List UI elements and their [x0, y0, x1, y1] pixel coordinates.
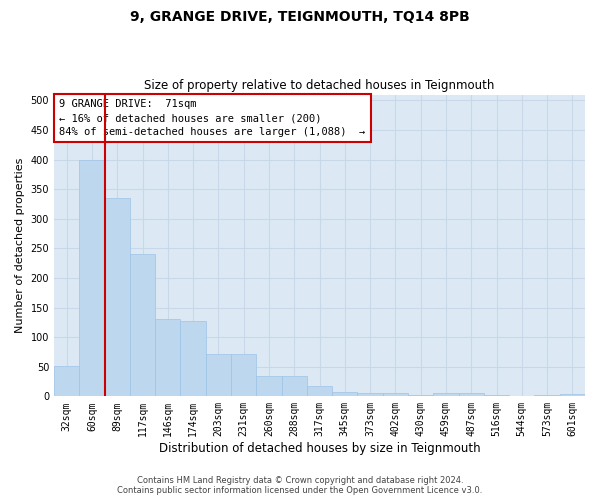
Text: Contains HM Land Registry data © Crown copyright and database right 2024.
Contai: Contains HM Land Registry data © Crown c…	[118, 476, 482, 495]
X-axis label: Distribution of detached houses by size in Teignmouth: Distribution of detached houses by size …	[159, 442, 481, 455]
Bar	[79, 160, 104, 396]
Bar	[307, 386, 332, 396]
Y-axis label: Number of detached properties: Number of detached properties	[15, 158, 25, 333]
Title: Size of property relative to detached houses in Teignmouth: Size of property relative to detached ho…	[145, 79, 495, 92]
Bar	[358, 394, 383, 396]
Bar	[181, 320, 206, 396]
Bar	[130, 254, 155, 396]
Bar	[104, 198, 130, 396]
Bar	[155, 320, 181, 396]
Bar	[231, 354, 256, 397]
Bar	[281, 376, 307, 396]
Bar	[484, 395, 509, 396]
Bar	[535, 395, 560, 396]
Bar	[458, 394, 484, 396]
Bar	[433, 394, 458, 396]
Bar	[54, 366, 79, 396]
Text: 9, GRANGE DRIVE, TEIGNMOUTH, TQ14 8PB: 9, GRANGE DRIVE, TEIGNMOUTH, TQ14 8PB	[130, 10, 470, 24]
Bar	[256, 376, 281, 396]
Bar	[383, 394, 408, 396]
Bar	[560, 394, 585, 396]
Text: 9 GRANGE DRIVE:  71sqm
← 16% of detached houses are smaller (200)
84% of semi-de: 9 GRANGE DRIVE: 71sqm ← 16% of detached …	[59, 99, 365, 137]
Bar	[408, 395, 433, 396]
Bar	[206, 354, 231, 397]
Bar	[332, 392, 358, 396]
